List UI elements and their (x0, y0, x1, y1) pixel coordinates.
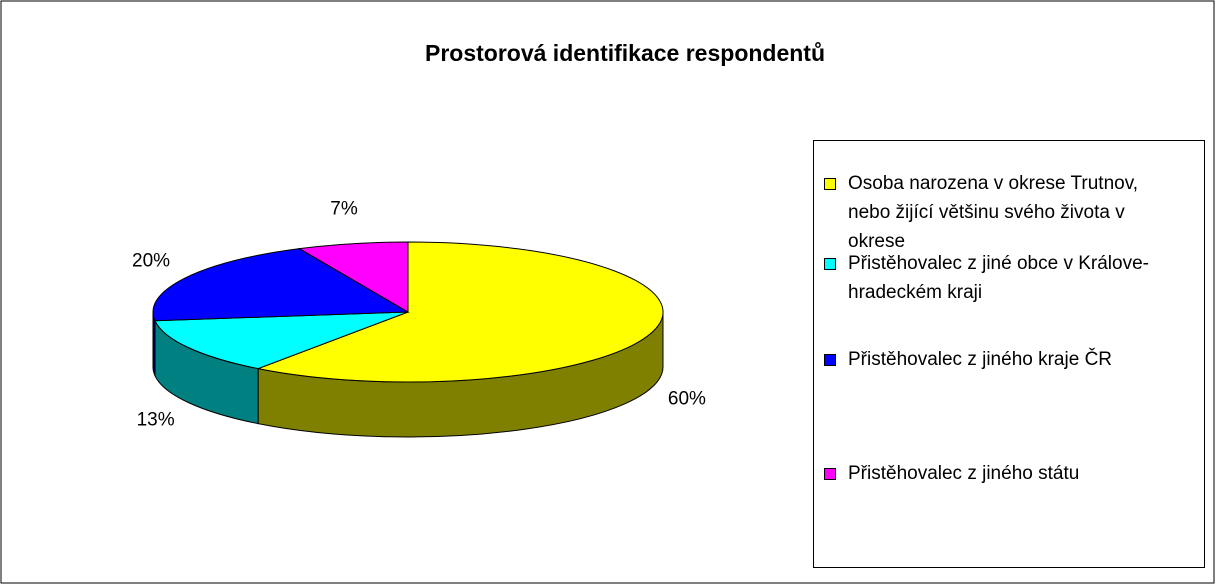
data-label: 13% (137, 409, 175, 430)
pie-slice-side (152, 311, 156, 376)
legend-swatch (824, 354, 836, 366)
legend-label: Přistěhovalec z jiného státu (848, 463, 1080, 484)
pie-slice (154, 311, 409, 370)
legend-label: Osoba narozena v okrese Trutnov, nebo ži… (848, 173, 1139, 252)
pie-slice (152, 248, 410, 322)
legend-item: Přistěhovalec z jiného kraje ČR (824, 345, 1164, 374)
legend-item: Osoba narozena v okrese Trutnov, nebo ži… (824, 169, 1164, 256)
legend-item: Přistěhovalec z jiné obce v Králove-hrad… (824, 249, 1164, 307)
data-label: 7% (330, 199, 358, 220)
pie-slice (256, 241, 664, 383)
legend-item: Přistěhovalec z jiného státu (824, 459, 1164, 488)
pie-slice (297, 241, 409, 313)
data-label: 20% (132, 250, 170, 271)
legend-swatch (824, 178, 836, 190)
data-label: 60% (668, 388, 706, 409)
legend: Osoba narozena v okrese Trutnov, nebo ži… (813, 140, 1205, 568)
chart-title: Prostorová identifikace respondentů (425, 40, 825, 66)
legend-label: Přistěhovalec z jiné obce v Králove-hrad… (848, 253, 1149, 303)
legend-label: Přistěhovalec z jiného kraje ČR (848, 349, 1113, 370)
legend-swatch (824, 468, 836, 480)
legend-swatch (824, 258, 836, 270)
